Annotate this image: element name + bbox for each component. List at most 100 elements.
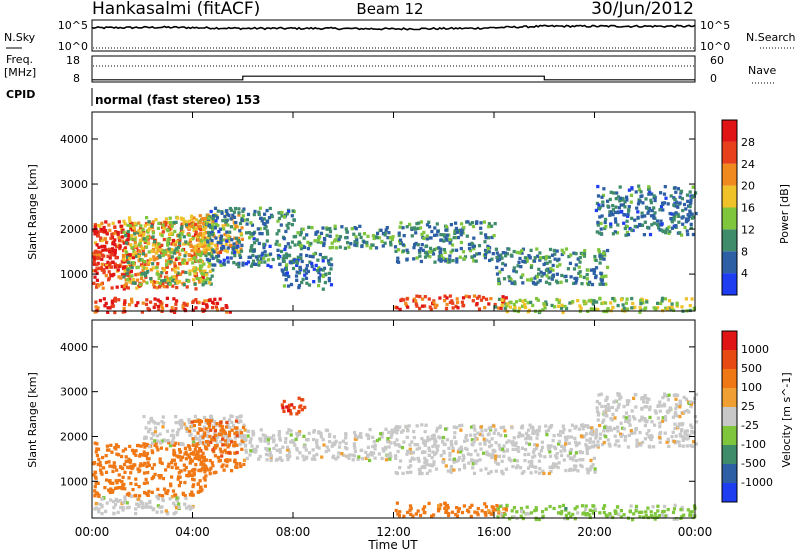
data-cell — [307, 431, 311, 436]
data-cell — [645, 400, 649, 404]
data-cell — [459, 246, 463, 251]
data-cell — [193, 419, 197, 423]
data-cell — [93, 470, 97, 474]
data-cell — [233, 440, 237, 444]
data-cell — [230, 251, 235, 255]
data-cell — [168, 277, 173, 281]
data-cell — [105, 448, 110, 452]
data-cell — [622, 221, 626, 225]
data-cell — [483, 306, 487, 310]
data-cell — [181, 261, 185, 265]
data-cell — [614, 220, 618, 224]
y-tick-label: 3000 — [60, 178, 88, 191]
data-cell — [598, 205, 602, 209]
data-cell — [357, 455, 361, 459]
data-cell — [130, 246, 134, 250]
data-cell — [141, 301, 145, 305]
data-cell — [434, 451, 438, 455]
data-cell — [138, 468, 142, 472]
data-cell — [497, 443, 501, 447]
data-cell — [650, 223, 654, 227]
data-cell — [217, 230, 221, 234]
data-cell — [603, 301, 608, 305]
data-cell — [617, 206, 621, 210]
data-cell — [395, 425, 399, 429]
data-cell — [315, 438, 319, 443]
data-cell — [263, 434, 267, 438]
data-cell — [181, 270, 185, 274]
data-cell — [105, 264, 109, 268]
data-cell — [215, 216, 219, 220]
data-cell — [527, 512, 531, 516]
velocity-cells — [92, 392, 699, 522]
data-cell — [207, 443, 211, 447]
data-cell — [596, 418, 600, 422]
data-cell — [169, 220, 173, 225]
data-cell — [95, 253, 99, 258]
data-cell — [94, 491, 99, 495]
data-cell — [603, 220, 607, 225]
data-cell — [287, 254, 292, 258]
data-cell — [206, 245, 210, 249]
data-cell — [287, 221, 291, 226]
data-cell — [501, 295, 505, 299]
data-cell — [539, 454, 543, 458]
data-cell — [500, 298, 504, 302]
data-cell — [528, 256, 532, 260]
data-cell — [162, 285, 166, 289]
data-cell — [305, 455, 309, 459]
data-cell — [371, 444, 375, 449]
data-cell — [609, 416, 613, 421]
data-cell — [458, 424, 462, 428]
data-cell — [123, 269, 127, 273]
data-cell — [108, 489, 112, 493]
data-cell — [96, 462, 100, 467]
data-cell — [180, 222, 184, 226]
data-cell — [433, 442, 437, 446]
data-cell — [283, 247, 287, 252]
data-cell — [682, 436, 686, 440]
data-cell — [387, 445, 391, 449]
data-cell — [226, 445, 230, 449]
data-cell — [225, 464, 229, 468]
data-cell — [529, 248, 533, 252]
data-cell — [301, 454, 305, 458]
data-cell — [251, 429, 255, 434]
data-cell — [212, 250, 216, 254]
data-cell — [329, 283, 334, 287]
data-cell — [534, 446, 539, 451]
data-cell — [159, 274, 163, 278]
data-cell — [148, 501, 152, 505]
data-cell — [144, 254, 148, 258]
data-cell — [245, 218, 249, 222]
data-cell — [689, 402, 694, 406]
data-cell — [195, 276, 199, 281]
data-cell — [691, 430, 695, 434]
data-cell — [574, 281, 578, 285]
data-cell — [230, 428, 234, 432]
data-cell — [579, 463, 583, 467]
data-cell — [613, 426, 617, 431]
data-cell — [139, 462, 143, 466]
data-cell — [263, 226, 267, 230]
data-cell — [125, 493, 129, 497]
data-cell — [146, 241, 150, 246]
y-tick-label: 4000 — [60, 341, 88, 354]
data-cell — [517, 449, 521, 453]
data-cell — [484, 250, 489, 255]
data-cell — [585, 448, 589, 452]
data-cell — [106, 306, 110, 310]
data-cell — [266, 436, 270, 440]
data-cell — [235, 429, 239, 433]
data-cell — [232, 210, 237, 214]
data-cell — [497, 254, 501, 258]
data-cell — [454, 226, 458, 231]
data-cell — [156, 262, 160, 266]
data-cell — [498, 447, 502, 451]
beam-label: Beam 12 — [356, 0, 423, 18]
data-cell — [479, 468, 483, 472]
data-cell — [655, 223, 659, 227]
data-cell — [379, 228, 383, 232]
data-cell — [100, 257, 104, 261]
